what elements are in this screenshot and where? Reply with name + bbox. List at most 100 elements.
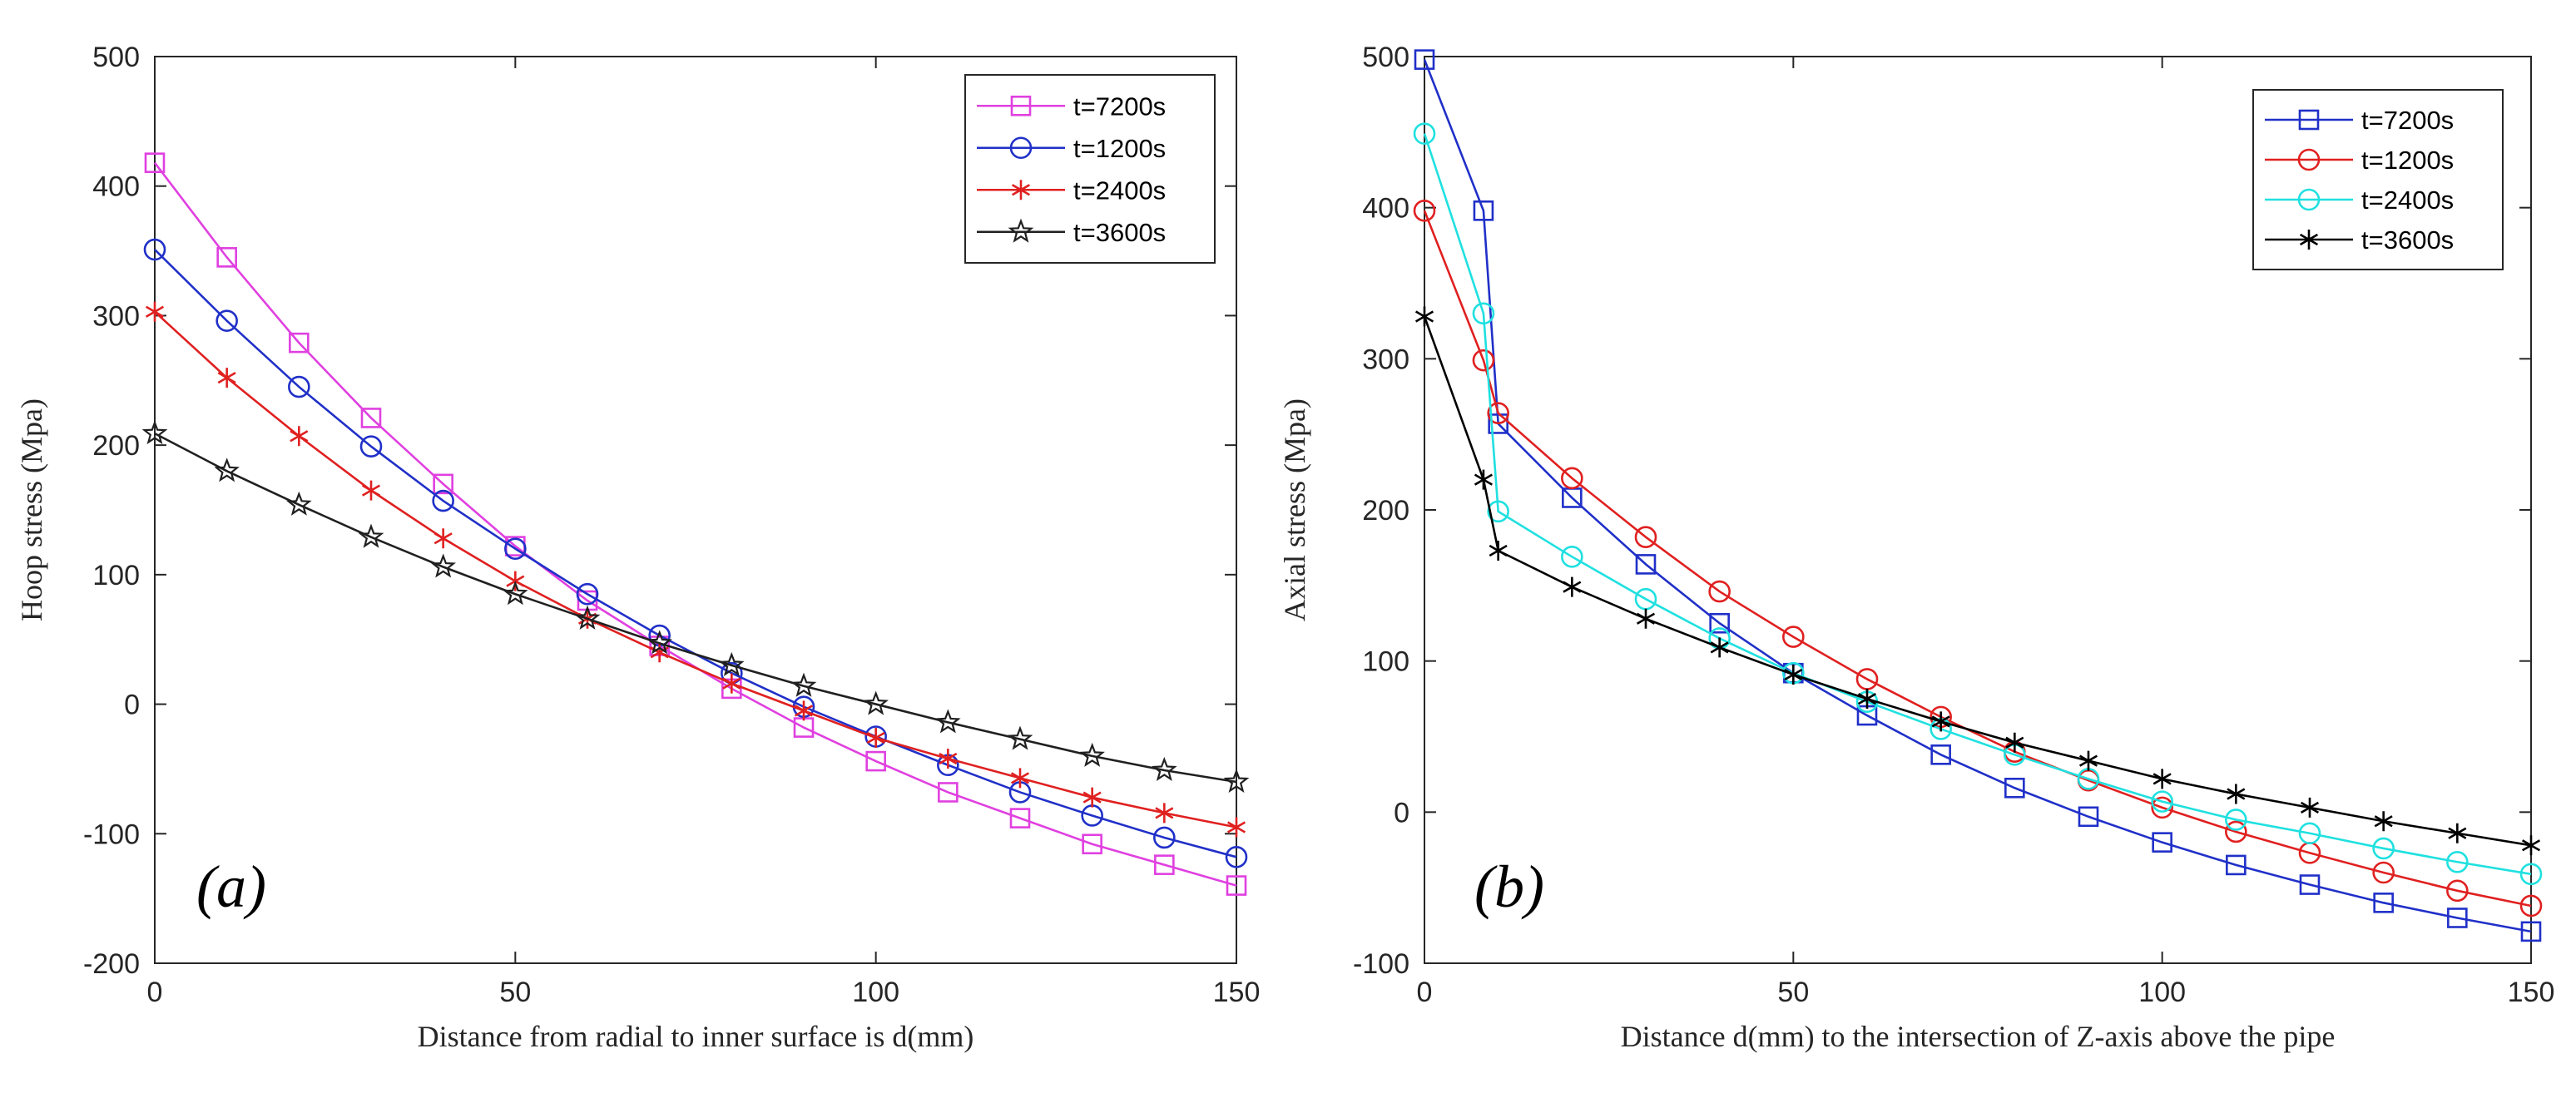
x-tick-label: 150 <box>2508 977 2555 1008</box>
data-point <box>2005 732 2024 753</box>
data-point <box>1082 787 1102 808</box>
data-point <box>939 748 958 769</box>
data-point <box>1010 768 1030 789</box>
data-point <box>214 458 240 482</box>
y-axis-title: Hoop stress (Mpa) <box>15 398 48 621</box>
y-tick-label: 200 <box>1362 495 1409 527</box>
data-point <box>2299 874 2321 895</box>
data-point <box>1561 546 1583 568</box>
data-point <box>1153 826 1176 849</box>
x-tick-label: 100 <box>852 977 899 1008</box>
data-point <box>1155 803 1174 824</box>
data-point <box>935 709 961 734</box>
y-tick-label: 300 <box>92 300 140 332</box>
series-line <box>1423 59 2532 933</box>
data-point <box>2447 908 2468 928</box>
data-point <box>1472 302 1495 325</box>
y-tick-label: 0 <box>1394 797 1409 828</box>
tick-labels: 0 50 100 150 -100 0 100 200 300 400 500 <box>1353 42 2554 1008</box>
data-point <box>430 553 456 578</box>
data-point <box>504 537 527 561</box>
data-point <box>217 368 236 388</box>
data-point <box>1931 711 1950 732</box>
data-point <box>866 728 885 749</box>
data-point <box>1009 808 1031 828</box>
data-point <box>1930 744 1951 765</box>
legend-marker <box>2299 230 2319 250</box>
data-point <box>2152 769 2172 789</box>
data-point <box>1636 608 1656 629</box>
data-point <box>2520 921 2542 942</box>
data-point <box>1152 756 1177 782</box>
data-point <box>2227 784 2246 804</box>
data-point <box>289 332 310 354</box>
y-tick-label: 100 <box>92 560 140 591</box>
data-point <box>433 473 453 495</box>
data-point <box>1225 846 1248 868</box>
data-point <box>286 491 312 516</box>
panel-label: (b) <box>1474 853 1544 920</box>
data-point <box>141 419 168 445</box>
data-point <box>358 523 384 548</box>
data-point <box>2004 777 2025 799</box>
data-point <box>2373 893 2394 913</box>
data-point <box>2152 832 2172 853</box>
data-point <box>1857 689 1877 710</box>
x-axis-title: Distance d(mm) to the intersection of Z-… <box>1621 1020 2336 1053</box>
data-point <box>2298 822 2321 845</box>
data-point <box>1784 665 1803 685</box>
legend-marker <box>2298 109 2320 131</box>
data-point <box>576 582 599 606</box>
data-point <box>361 480 381 501</box>
data-point <box>722 673 741 694</box>
data-point <box>794 700 814 721</box>
data-point <box>1487 402 1509 425</box>
legend-marker <box>1008 218 1034 243</box>
legend-label: t=2400s <box>1073 176 1166 205</box>
y-tick-label: 500 <box>1362 42 1409 73</box>
data-point <box>719 651 745 676</box>
data-point <box>1414 306 1434 327</box>
data-point <box>938 782 959 803</box>
series-t=2400s <box>145 301 1246 838</box>
x-axis-title: Distance from radial to inner surface is… <box>418 1020 974 1053</box>
data-point <box>2448 823 2467 843</box>
y-tick-label: 0 <box>124 690 140 721</box>
y-tick-label: 200 <box>92 430 140 462</box>
series-t=3600s <box>141 419 1250 794</box>
data-point <box>144 152 166 173</box>
data-point <box>2519 894 2543 917</box>
legend-label: t=3600s <box>1073 218 1166 247</box>
legend-marker <box>1011 180 1031 200</box>
x-tick-label: 50 <box>1777 977 1809 1008</box>
y-axis-title: Axial stress (Mpa) <box>1278 398 1311 621</box>
data-point <box>1154 854 1175 875</box>
data-point <box>1710 637 1729 658</box>
y-tick-label: 500 <box>92 42 140 73</box>
x-tick-label: 0 <box>147 977 163 1008</box>
data-point <box>1709 612 1730 634</box>
data-point <box>2151 790 2173 813</box>
data-point <box>1226 817 1246 838</box>
legend-label: t=1200s <box>2361 146 2454 175</box>
chart-panel-a: 0 50 100 150 -200 -100 0 100 200 300 400 500 Distanc… <box>15 42 1260 1053</box>
data-point <box>2372 837 2395 860</box>
data-point <box>503 581 528 606</box>
series-line <box>154 432 1237 784</box>
data-point <box>1634 526 1657 549</box>
data-point <box>646 630 672 655</box>
data-point <box>1563 576 1582 597</box>
legend-label: t=1200s <box>1073 134 1166 163</box>
y-tick-label: -100 <box>83 819 140 850</box>
data-point <box>2374 811 2393 832</box>
data-point <box>215 309 238 332</box>
legend-marker <box>1009 136 1033 160</box>
data-point <box>574 605 601 630</box>
data-point <box>432 489 454 512</box>
legend-marker <box>2297 188 2321 211</box>
y-tick-label: -200 <box>83 948 140 980</box>
data-point <box>1079 742 1105 767</box>
data-point <box>2225 809 2247 831</box>
data-point <box>1473 200 1494 221</box>
